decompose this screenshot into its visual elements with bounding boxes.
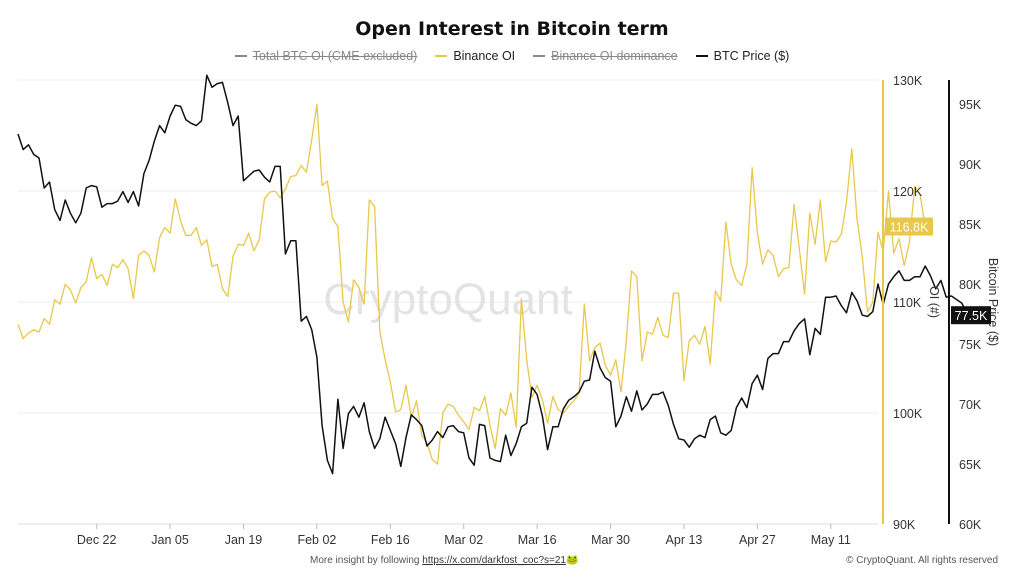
x-tick-label: May 11 <box>811 533 851 547</box>
footer-caption: More insight by following <box>310 555 420 566</box>
chart-title: Open Interest in Bitcoin term <box>355 18 669 40</box>
legend-swatch-binance-oi <box>435 55 448 57</box>
x-tick-label: Mar 30 <box>591 533 630 547</box>
y-right-tick-label: 85K <box>959 218 982 232</box>
legend-swatch-binance-oi-dominance <box>533 55 546 57</box>
series-binance-oi-line[interactable] <box>17 103 926 465</box>
x-tick-label: Jan 19 <box>225 533 263 547</box>
legend-swatch-total-btc-oi <box>234 55 247 57</box>
y-left-tick-label: 120K <box>893 185 923 199</box>
last-value-badge-btc-price <box>951 306 991 325</box>
y-right-tick-label: 80K <box>959 278 982 292</box>
series-layer <box>17 74 979 475</box>
y-left-tick-label: 110K <box>893 296 922 310</box>
legend-item-total-btc-oi[interactable]: Total BTC OI (CME excluded) <box>234 49 418 63</box>
y-right-tick-label: 60K <box>959 518 982 532</box>
x-tick-label: Dec 22 <box>77 533 117 547</box>
last-value-badge-binance-oi <box>885 217 933 236</box>
x-tick-label: Apr 27 <box>739 533 776 547</box>
legend-label-binance-oi-dominance: Binance OI dominance <box>551 49 678 63</box>
y-right-axis-title: Bitcoin Price ($) <box>986 258 1000 346</box>
y-left-tick-label: 90K <box>893 518 916 532</box>
y-left-tick-label: 130K <box>893 74 923 88</box>
watermark: CryptoQuant <box>323 275 572 324</box>
x-tick-label: Apr 13 <box>666 533 703 547</box>
x-tick-label: Feb 02 <box>297 533 336 547</box>
y-right-tick-label: 70K <box>959 398 982 412</box>
legend-label-total-btc-oi: Total BTC OI (CME excluded) <box>252 49 418 63</box>
y-left-axis-title: OI (#) <box>927 286 941 318</box>
legend-item-binance-oi[interactable]: Binance OI <box>435 49 515 63</box>
footer-link[interactable]: https://x.com/darkfost_coc?s=21 <box>422 555 566 566</box>
series-btc-price-line[interactable] <box>17 74 979 475</box>
legend-item-btc-price[interactable]: BTC Price ($) <box>695 49 790 63</box>
frog-emoji-icon: 🐸 <box>565 555 579 566</box>
footer-text: More insight by following https://x.com/… <box>310 555 578 566</box>
legend-item-binance-oi-dominance[interactable]: Binance OI dominance <box>533 49 678 63</box>
y-right-tick-label: 90K <box>959 158 982 172</box>
y-right-tick-label: 65K <box>959 458 982 472</box>
legend: Total BTC OI (CME excluded) Binance OI B… <box>0 49 1024 63</box>
value-labels: 116.8K 77.5K <box>885 217 991 325</box>
y-left-tick-label: 100K <box>893 407 923 421</box>
last-value-label-binance-oi: 116.8K <box>890 221 929 235</box>
x-tick-label: Mar 02 <box>444 533 483 547</box>
last-value-label-btc-price: 77.5K <box>955 309 988 323</box>
axes: Dec 22 Jan 05 Jan 19 Feb 02 Feb 16 Mar 02 Mar … <box>18 74 1000 547</box>
copyright: © CryptoQuant. All rights reserved <box>846 555 998 566</box>
x-tick-label: Jan 05 <box>151 533 189 547</box>
y-right-tick-label: 75K <box>959 338 982 352</box>
y-right-tick-label: 95K <box>959 98 982 112</box>
legend-label-binance-oi: Binance OI <box>453 49 516 63</box>
legend-swatch-btc-price <box>695 55 708 57</box>
x-tick-label: Mar 16 <box>518 533 557 547</box>
legend-label-btc-price: BTC Price ($) <box>713 49 790 63</box>
x-tick-label: Feb 16 <box>371 533 410 547</box>
